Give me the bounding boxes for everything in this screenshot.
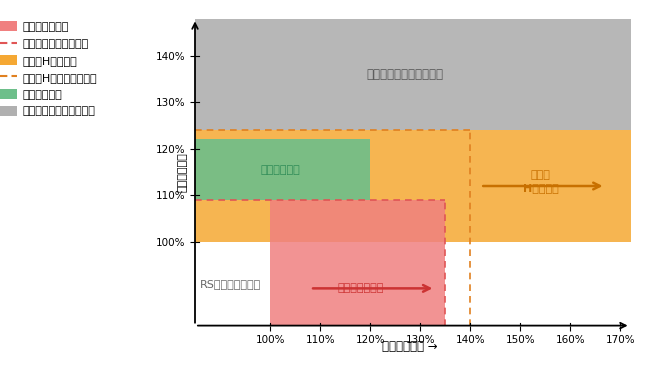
Text: ウルトラスーパチェーン: ウルトラスーパチェーン (367, 68, 444, 81)
Text: スーパチェーン: スーパチェーン (337, 283, 383, 293)
Bar (195, 130, 630, 242)
Bar (270, 242, 445, 326)
Bar (270, 200, 445, 242)
Text: 強力チェーン: 強力チェーン (260, 165, 300, 175)
Text: スーパ
Hチェーン: スーパ Hチェーン (523, 170, 558, 193)
Bar (195, 18, 630, 130)
Text: 最大許容張力 →: 最大許容張力 → (382, 340, 438, 353)
Text: 最小引張強さ: 最小引張強さ (177, 152, 187, 192)
Text: RSローラチェーン: RSローラチェーン (200, 279, 261, 289)
Legend: スーパチェーン, スーパチェーン従来品, スーパHチェーン, スーパHチェーン従来品, 強力チェーン, ウルトラスーパチェーン: スーパチェーン, スーパチェーン従来品, スーパHチェーン, スーパHチェーン従… (0, 18, 101, 120)
Bar (195, 139, 370, 200)
